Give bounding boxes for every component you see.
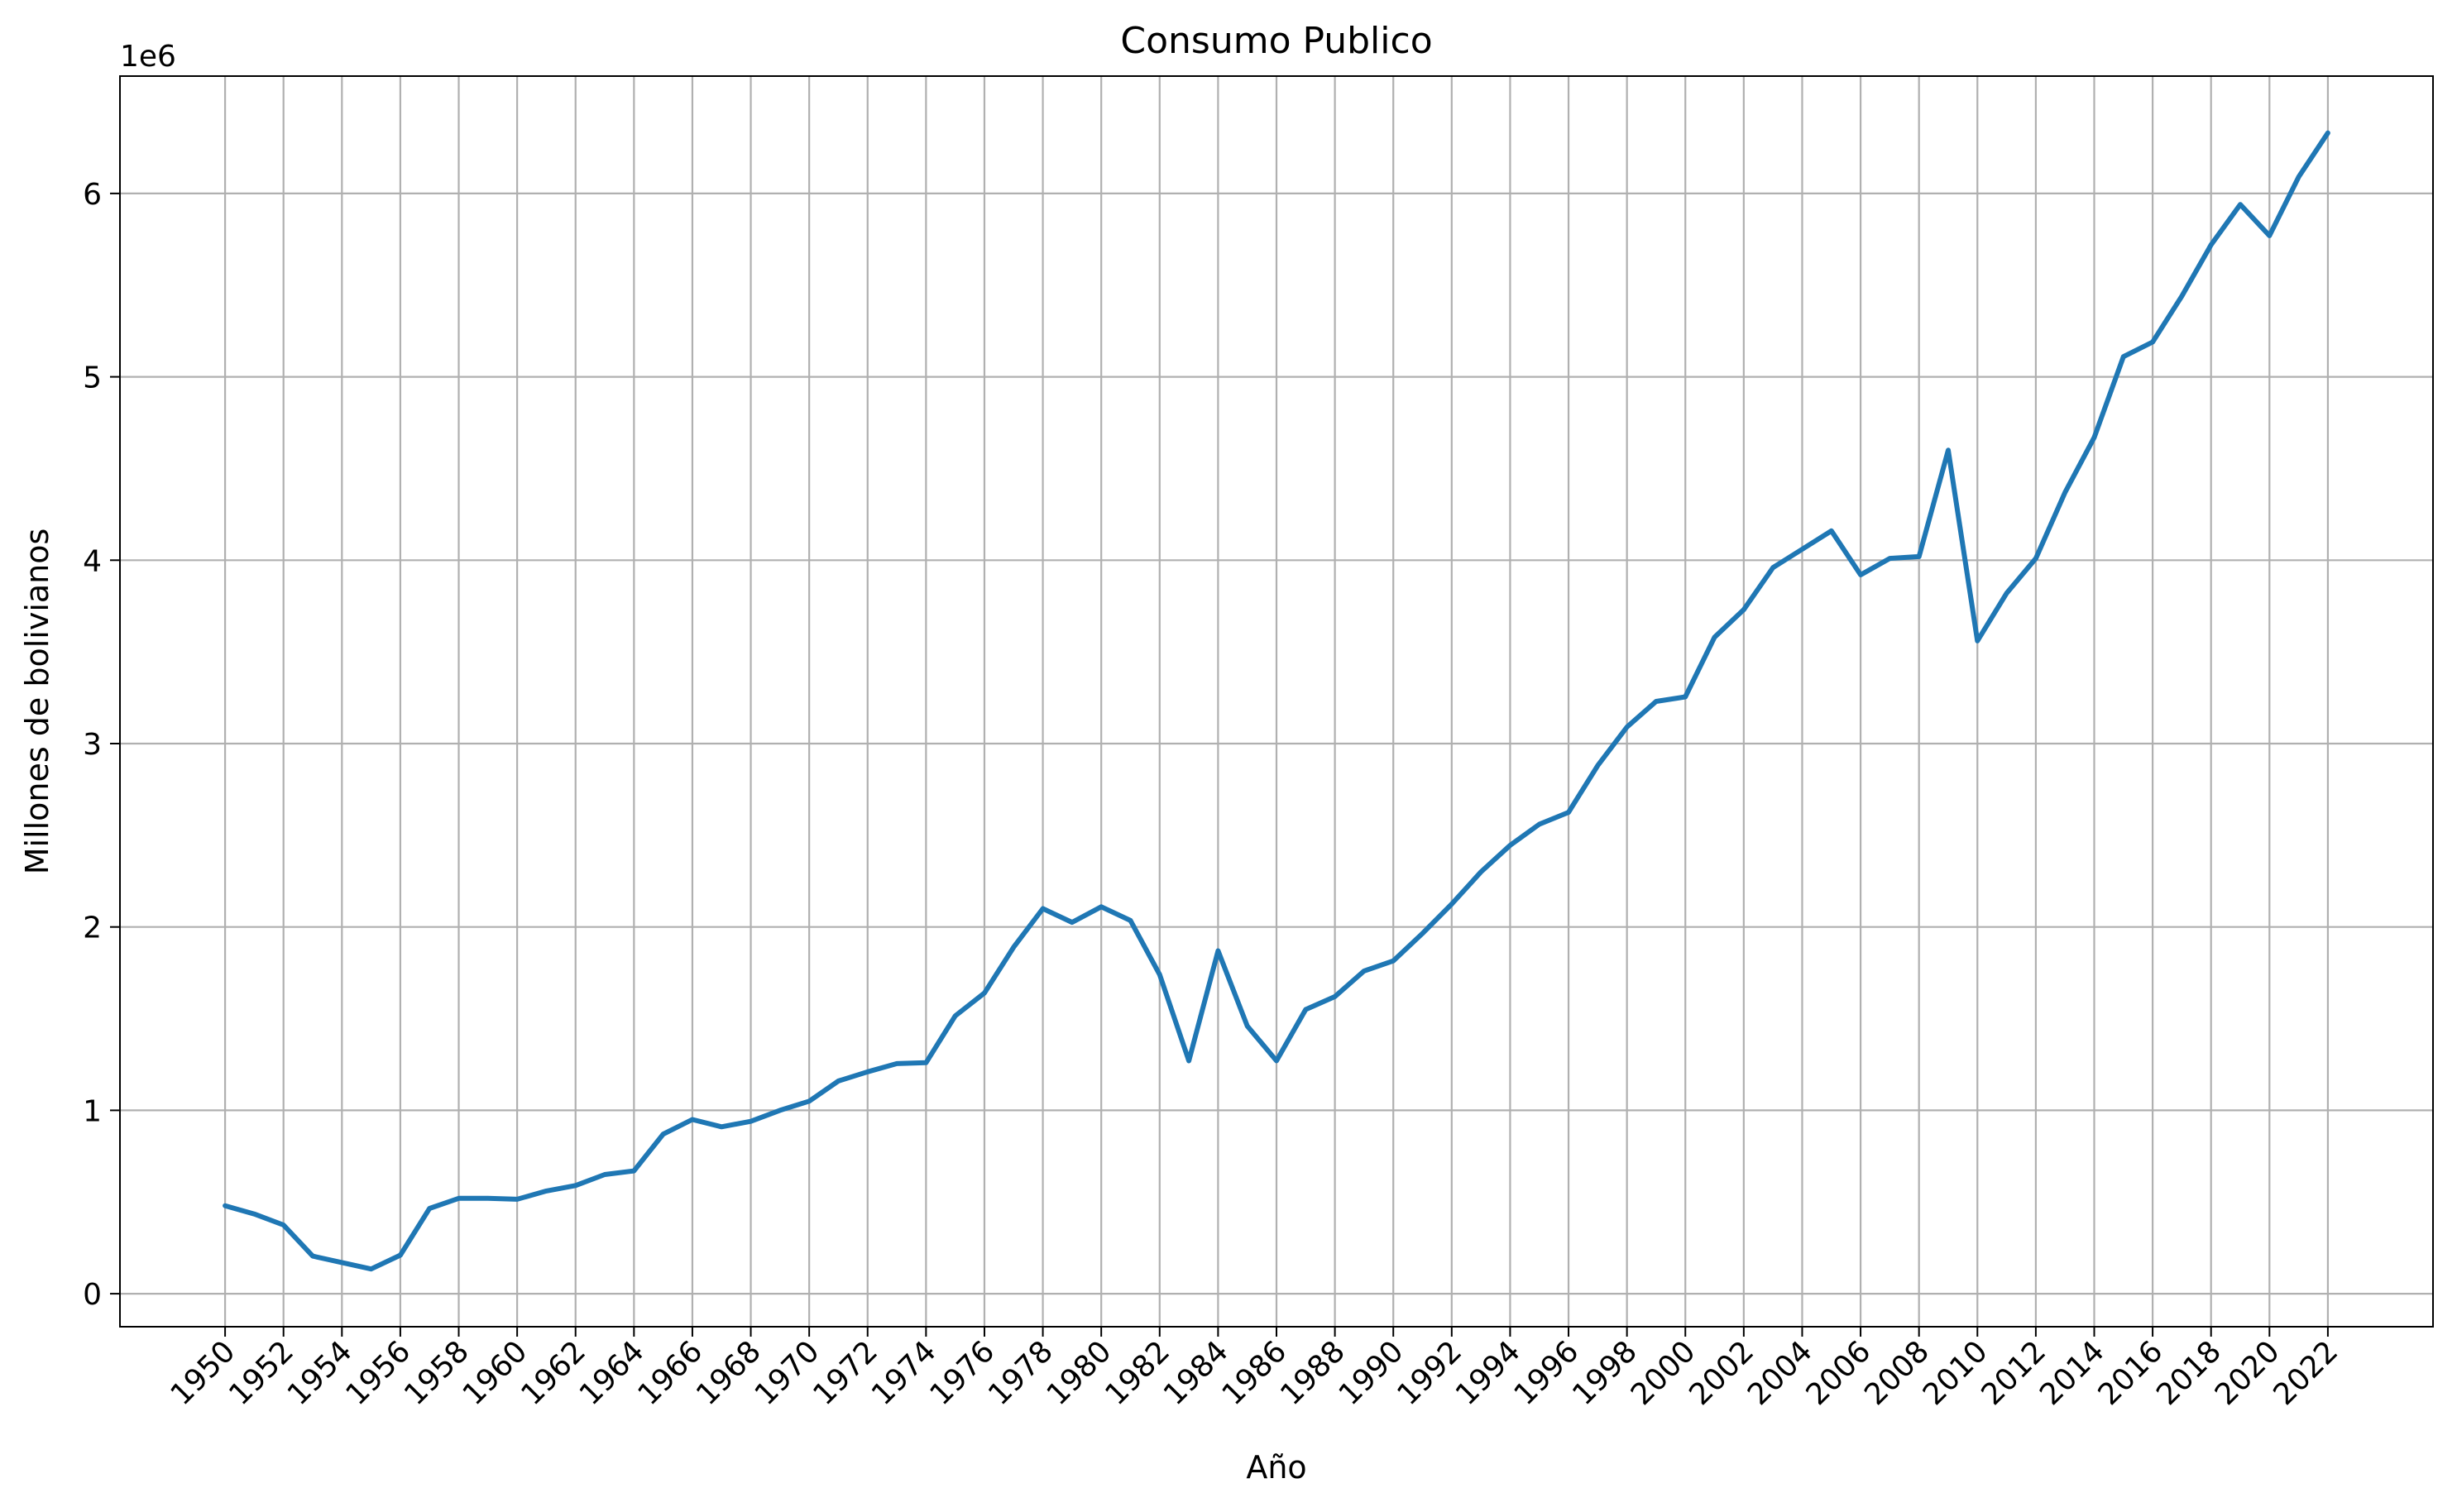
x-axis-title: Año — [1246, 1449, 1306, 1486]
y-tick-label: 0 — [83, 1278, 102, 1312]
series-layer — [223, 130, 2330, 1272]
y-offset-label: 1e6 — [120, 40, 176, 74]
y-tick-label: 2 — [83, 912, 102, 945]
y-tick-label: 1 — [83, 1094, 102, 1128]
y-axis-title: Millones de bolivianos — [19, 529, 55, 875]
y-tick-label: 3 — [83, 728, 102, 762]
y-tick-label: 4 — [83, 544, 102, 578]
y-tick-label: 6 — [83, 178, 102, 212]
grid — [120, 76, 2433, 1327]
chart-title: Consumo Publico — [1120, 20, 1432, 62]
series-line — [223, 130, 2330, 1272]
y-tick-label: 5 — [83, 361, 102, 395]
